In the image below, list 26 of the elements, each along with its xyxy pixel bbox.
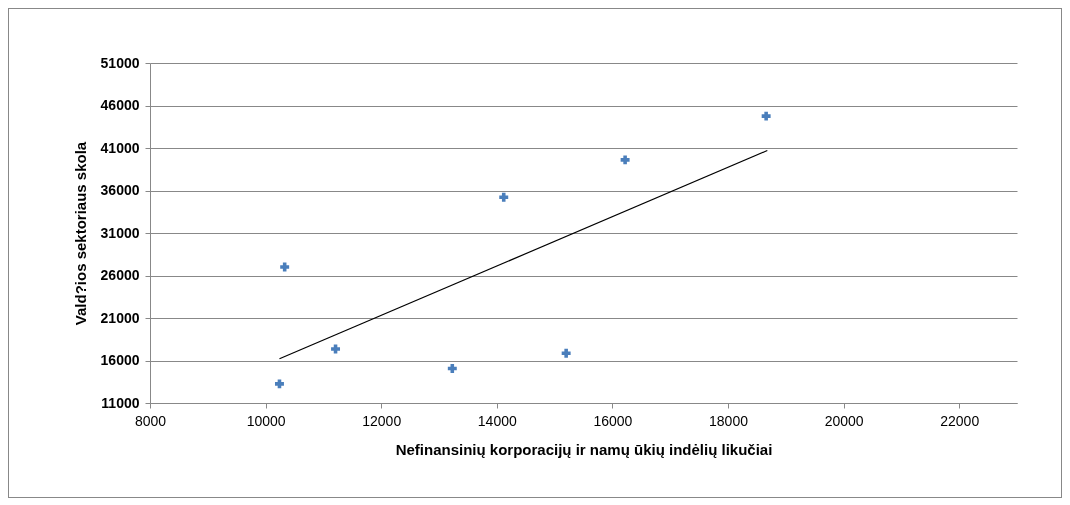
point bbox=[561, 348, 571, 358]
y-tick-label: 16000 bbox=[100, 352, 140, 368]
y-tick-label: 11000 bbox=[101, 394, 140, 411]
point bbox=[499, 192, 509, 202]
y-axis-title: Vald?ios sektoriaus skola bbox=[71, 141, 89, 326]
point bbox=[280, 262, 290, 272]
point bbox=[331, 344, 341, 354]
y-tick-label: 41000 bbox=[100, 139, 140, 156]
x-tick-label: 14000 bbox=[477, 412, 517, 429]
y-tick-label: 31000 bbox=[100, 224, 140, 241]
x-tick-label: 12000 bbox=[362, 412, 402, 429]
y-tick-label: 51000 bbox=[100, 54, 140, 71]
x-tick-label: 16000 bbox=[593, 412, 633, 429]
y-tick-label: 36000 bbox=[100, 182, 140, 198]
x-tick-label: 20000 bbox=[824, 412, 864, 429]
x-tick-label: 22000 bbox=[940, 412, 980, 429]
y-tick-label: 26000 bbox=[100, 267, 140, 283]
point bbox=[620, 155, 630, 165]
x-tick-label: 8000 bbox=[134, 412, 167, 429]
y-tick-label: 46000 bbox=[100, 97, 140, 113]
point bbox=[275, 379, 284, 389]
x-tick-label: 18000 bbox=[709, 412, 749, 429]
y-tick-label: 21000 bbox=[100, 309, 140, 326]
x-tick-label: 10000 bbox=[246, 412, 286, 429]
point bbox=[761, 111, 771, 121]
x-axis-title: Nefinansinių korporacijų ir namų ūkių indėlių likučiai bbox=[395, 440, 773, 458]
